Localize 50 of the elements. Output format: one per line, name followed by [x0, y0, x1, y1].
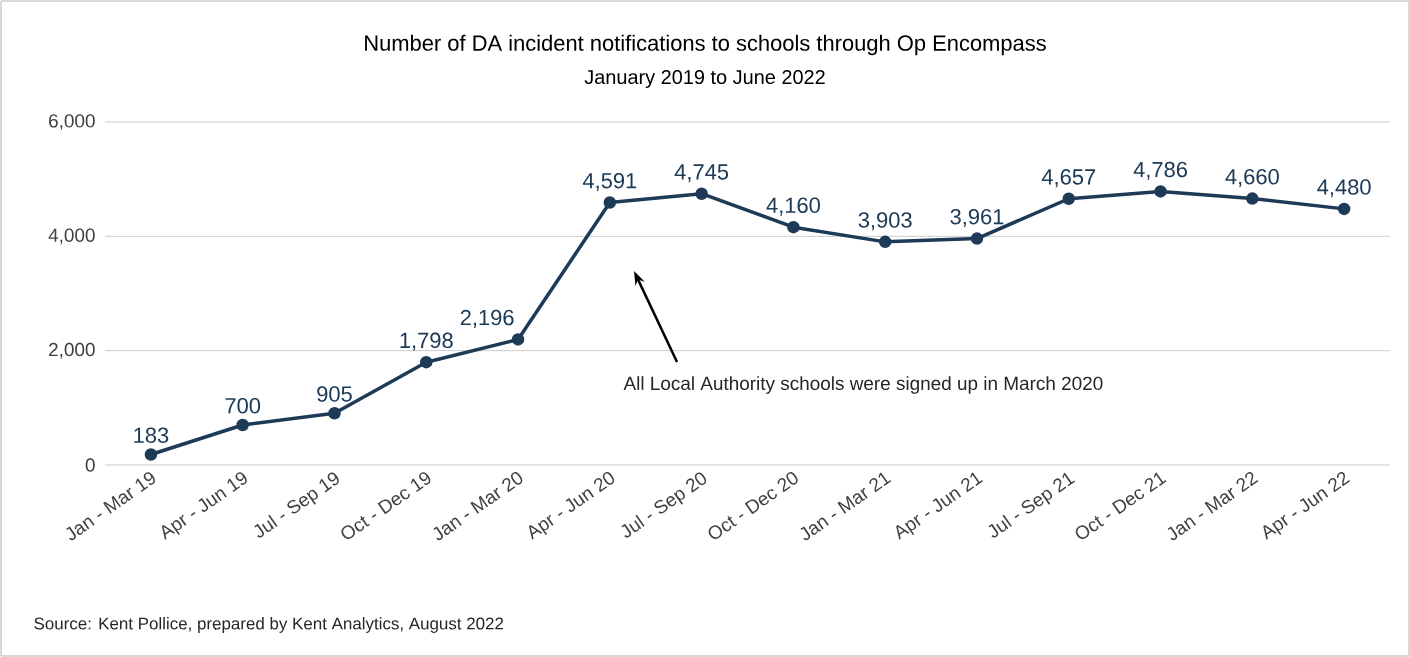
- x-tick-label: Jul - Sep 20: [621, 472, 707, 538]
- y-tick-label: 0: [85, 458, 95, 472]
- chart-subtitle: January 2019 to June 2022: [584, 69, 825, 89]
- x-tick-label: Apr - Jun 20: [529, 472, 615, 540]
- x-tick-label: Jan - Mar 22: [1167, 471, 1259, 541]
- data-label: 2,196: [460, 309, 514, 328]
- x-tick-label: Jan - Mar 20: [433, 472, 523, 541]
- data-label: 3,903: [858, 212, 912, 231]
- point: [236, 418, 249, 432]
- point: [970, 232, 984, 245]
- data-label: 905: [317, 386, 352, 402]
- point: [1062, 192, 1076, 206]
- point: [878, 235, 892, 249]
- x-tick-label: Jan - Mar 21: [800, 472, 892, 541]
- point: [144, 448, 158, 461]
- point: [787, 220, 800, 234]
- data-label: 4,745: [674, 164, 729, 183]
- y-tick-label: 4,000: [48, 228, 95, 245]
- point: [1246, 192, 1259, 205]
- data-label: 700: [225, 397, 261, 414]
- point: [695, 187, 708, 200]
- point: [1154, 185, 1167, 198]
- x-tick-label: Apr - Jun 19: [161, 472, 247, 540]
- x-tick-label: Oct - Dec 20: [708, 472, 798, 539]
- data-label: 4,591: [582, 172, 637, 192]
- x-tick-label: Jul - Sep 21: [988, 472, 1075, 538]
- x-tick-label: Apr - Jun 22: [1263, 471, 1351, 540]
- data-label: 1,798: [400, 332, 453, 351]
- data-label: 4,160: [766, 197, 820, 216]
- data-label: 4,657: [1041, 169, 1096, 188]
- point: [1337, 202, 1351, 216]
- data-label: 4,480: [1317, 179, 1371, 198]
- x-tick-label: Jul - Sep 19: [254, 472, 339, 538]
- x-tick-label: Apr - Jun 21: [896, 472, 983, 540]
- point: [420, 355, 433, 369]
- point: [603, 196, 617, 209]
- data-label: 4,786: [1133, 161, 1188, 180]
- chart-title: Number of DA incident notifications to schools through Op Encompass: [365, 34, 1046, 56]
- source-note: Source: Kent Pollice, prepared by Kent Analytics, August 2022: [34, 617, 504, 633]
- data-label: 183: [134, 427, 169, 444]
- data-label: 3,961: [950, 208, 1004, 228]
- y-tick-label: 6,000: [49, 114, 95, 130]
- x-tick-label: Jan - Mar 19: [66, 472, 155, 541]
- x-tick-label: Oct - Dec 19: [341, 472, 431, 539]
- x-tick-label: Oct - Dec 21: [1075, 472, 1167, 539]
- data-label: 4,660: [1225, 168, 1279, 188]
- point: [328, 407, 341, 420]
- annotation: All Local Authority schools were signed up in March 2020: [623, 376, 1103, 394]
- point: [511, 333, 525, 346]
- y-tick-label: 2,000: [49, 342, 95, 359]
